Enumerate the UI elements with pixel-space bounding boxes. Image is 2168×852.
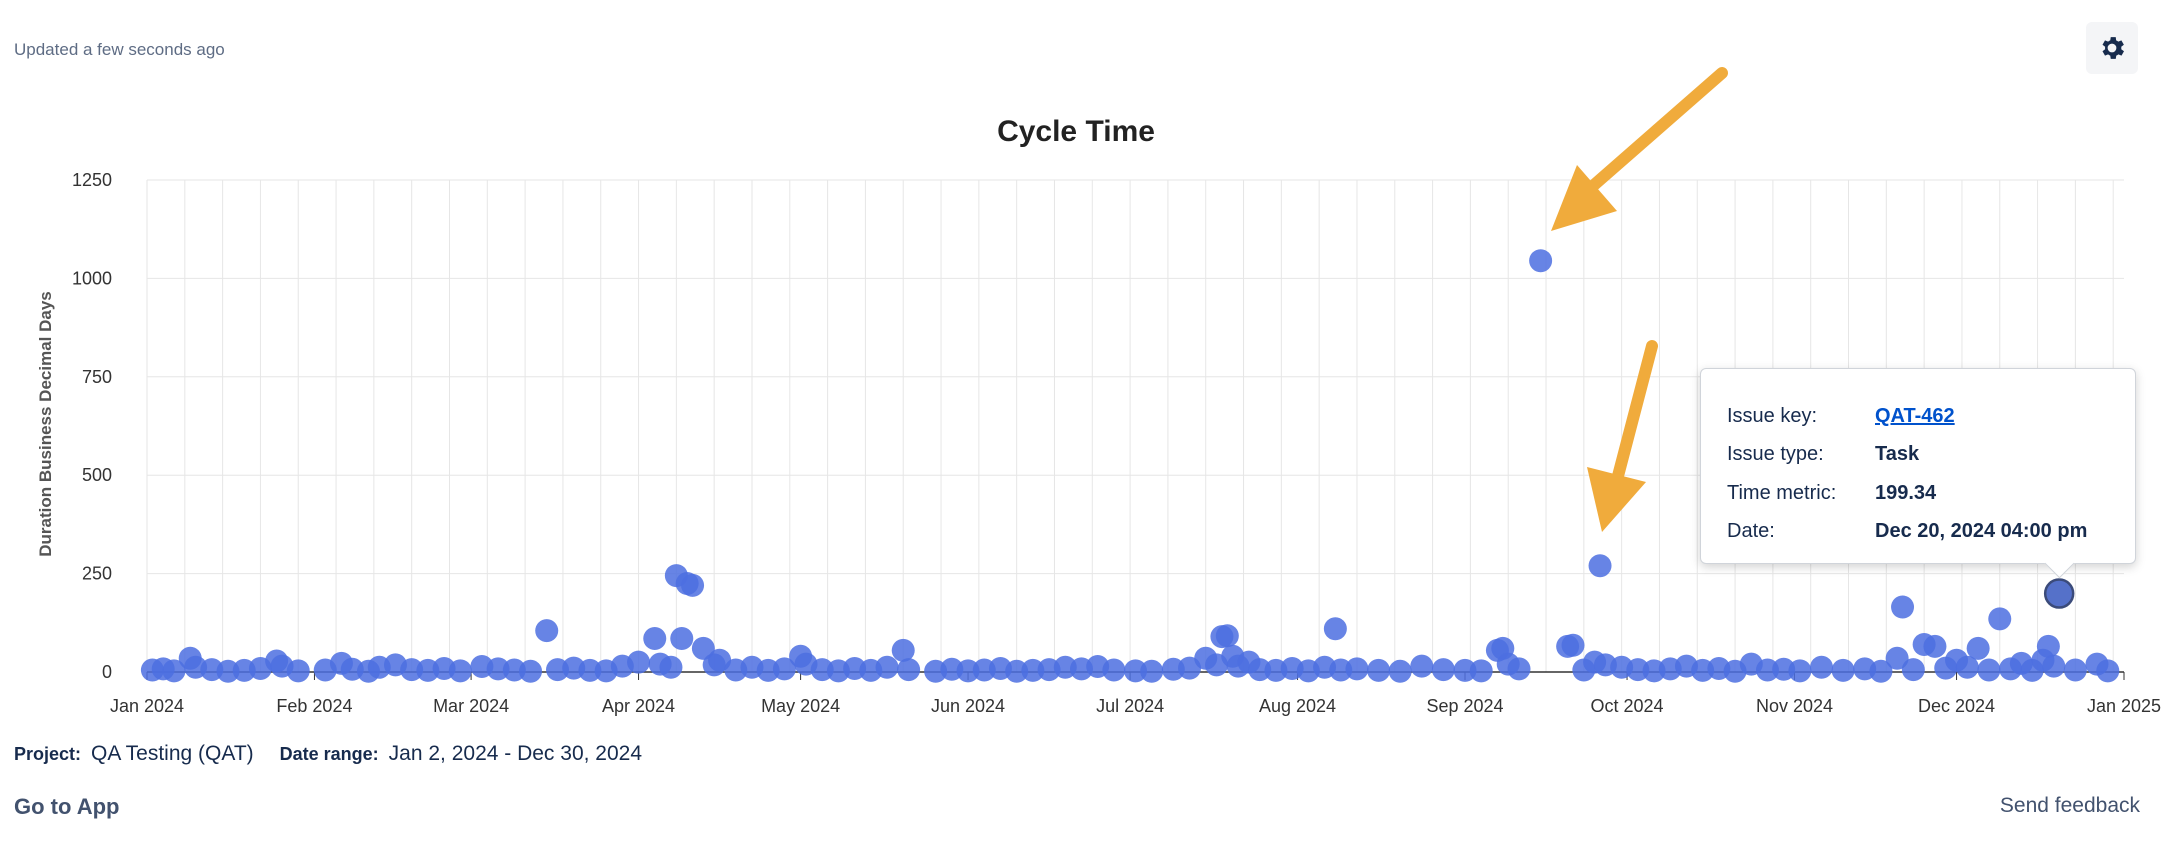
data-point[interactable] [286,659,310,683]
x-tick-label: Nov 2024 [1756,696,1833,716]
data-point[interactable] [578,658,602,682]
data-point[interactable] [1977,658,2001,682]
chart-title: Cycle Time [997,115,1155,148]
data-point[interactable] [1788,659,1812,683]
x-tick-label: Sep 2024 [1426,696,1503,716]
data-point[interactable] [1923,634,1947,658]
project-value: QA Testing (QAT) [91,742,254,765]
y-tick-label: 0 [102,662,112,682]
data-point[interactable] [1891,595,1915,619]
data-point[interactable] [1215,624,1239,648]
issue-key-link[interactable]: QAT-462 [1875,404,1955,427]
data-point[interactable] [2036,634,2060,658]
data-point[interactable] [2042,654,2066,678]
report-meta: Project: QA Testing (QAT) Date range: Ja… [14,742,658,766]
data-point[interactable] [1988,607,2012,631]
x-tick-label: Mar 2024 [433,696,509,716]
data-point[interactable] [681,573,705,597]
data-point[interactable] [891,638,915,662]
data-point[interactable] [897,658,921,682]
y-axis-ticks: 0 250 500 750 1000 1250 [72,170,112,682]
date-range-value: Jan 2, 2024 - Dec 30, 2024 [388,742,643,765]
data-point[interactable] [1345,657,1369,681]
data-point[interactable] [659,655,683,679]
data-point[interactable] [1323,617,1347,641]
data-point[interactable] [1955,655,1979,679]
data-point[interactable] [1810,655,1834,679]
annotation-arrow-bottom [1587,340,1658,532]
y-tick-label: 250 [82,564,112,584]
data-point[interactable] [1507,657,1531,681]
project-label: Project: [14,744,82,764]
point-tooltip: Issue key: QAT-462 Issue type: Task Time… [1700,368,2136,564]
data-point[interactable] [519,659,543,683]
data-point[interactable] [1005,659,1029,683]
x-axis-ticks: Jan 2024 Feb 2024 Mar 2024 Apr 2024 May 2024… [110,672,2161,716]
settings-button[interactable] [2086,22,2138,74]
data-point[interactable] [1367,658,1391,682]
data-point[interactable] [216,659,240,683]
data-point[interactable] [627,650,651,674]
data-point[interactable] [875,655,899,679]
highlighted-data-point[interactable] [2043,578,2075,609]
annotation-arrow-top [1551,67,1728,231]
data-point[interactable] [643,627,667,651]
data-point[interactable] [1885,646,1909,670]
data-point[interactable] [1831,658,1855,682]
x-tick-label: Jan 2024 [110,696,184,716]
data-point[interactable] [1561,633,1585,657]
go-to-app-link[interactable]: Go to App [14,794,120,819]
data-point[interactable] [1453,658,1477,682]
tooltip-row-issue-key: Issue key: QAT-462 [1727,404,1955,427]
x-tick-label: Oct 2024 [1591,696,1664,716]
data-point[interactable] [1102,658,1126,682]
data-point[interactable] [2063,658,2087,682]
data-point[interactable] [772,657,796,681]
y-tick-label: 750 [82,367,112,387]
data-point[interactable] [1966,636,1990,660]
x-tick-label: Jun 2024 [931,696,1005,716]
x-tick-label: Apr 2024 [602,696,675,716]
data-point[interactable] [956,659,980,683]
data-point[interactable] [1755,658,1779,682]
data-point[interactable] [2096,659,2120,683]
data-point[interactable] [1901,658,1925,682]
y-tick-label: 500 [82,465,112,485]
data-point[interactable] [400,658,424,682]
data-point[interactable] [1248,658,1272,682]
gear-icon [2102,37,2124,59]
tooltip-row-date: Date: Dec 20, 2024 04:00 pm [1727,520,2088,543]
data-point[interactable] [535,619,559,643]
data-point[interactable] [1021,658,1045,682]
data-point[interactable] [1410,654,1434,678]
x-tick-label: Jan 2025 [2087,696,2161,716]
x-tick-label: Jul 2024 [1096,696,1164,716]
data-point[interactable] [691,636,715,660]
x-tick-label: Feb 2024 [276,696,352,716]
data-point[interactable] [1140,659,1164,683]
y-axis-label: Duration Business Decimal Days [36,291,55,556]
x-tick-label: Aug 2024 [1259,696,1336,716]
data-point[interactable] [162,659,186,683]
data-point[interactable] [1869,659,1893,683]
data-point[interactable] [1124,659,1147,683]
send-feedback-link[interactable]: Send feedback [1999,794,2140,817]
date-range-label: Date range: [279,744,379,764]
data-point[interactable] [1588,554,1612,578]
data-point[interactable] [1431,658,1455,682]
data-point[interactable] [670,627,694,651]
cycle-time-chart: Cycle Time Duration Business Decimal Day… [36,67,2161,716]
y-tick-label: 1250 [72,170,112,190]
y-tick-label: 1000 [72,268,112,288]
data-point[interactable] [1469,659,1493,683]
data-point[interactable] [1529,249,1553,273]
tooltip-row-issue-type: Issue type: Task [1727,443,1920,466]
updated-status: Updated a few seconds ago [14,40,225,59]
x-tick-label: May 2024 [761,696,840,716]
tooltip-row-time-metric: Time metric: 199.34 [1727,481,1937,504]
data-point[interactable] [1388,659,1412,683]
x-tick-label: Dec 2024 [1918,696,1995,716]
data-points[interactable] [140,249,2120,683]
data-point[interactable] [448,659,472,683]
